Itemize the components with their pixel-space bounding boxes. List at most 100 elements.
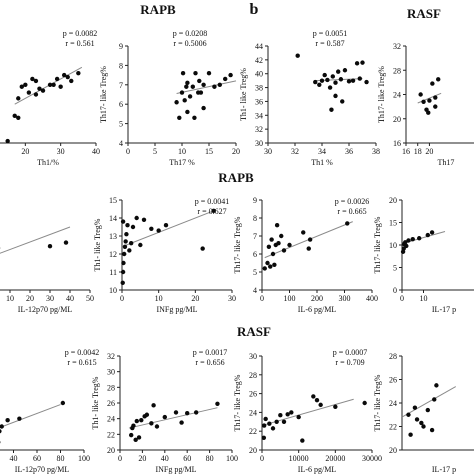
data-point [23,82,28,88]
data-point [261,435,267,440]
data-point [134,418,139,424]
data-point [19,84,24,89]
data-point [179,420,184,425]
y-tick-label: 44 [255,42,263,51]
x-tick-label: 100 [226,454,238,463]
data-point [296,414,301,420]
data-point [149,226,154,231]
stat-label: r = 0.627 [197,207,226,216]
trend-line [0,226,71,254]
stat-label: r = 0.709 [335,358,364,367]
data-point [156,228,161,233]
data-point [69,78,74,84]
x-axis-label: Th1/% [37,158,59,167]
y-tick-label: 42 [255,56,263,65]
x-tick-label: 20 [26,294,34,303]
y-tick-label: 20 [389,446,397,455]
data-point [120,269,126,275]
data-point [120,219,126,224]
data-point [281,248,287,253]
x-tick-label: 10000 [289,454,309,463]
stat-label: p = 0.0007 [333,348,368,357]
data-point [16,96,21,101]
data-point [263,416,268,422]
data-point [274,419,279,424]
x-tick-label: 300 [339,294,351,303]
data-point [33,78,39,84]
data-point [427,98,432,103]
data-point [403,240,408,245]
data-point [58,84,63,89]
data-point [206,70,212,76]
y-tick-label: 5 [119,120,123,129]
data-point [412,405,418,410]
data-point [177,115,182,120]
data-point [63,240,69,245]
data-point [314,397,320,403]
x-tick-label: 30 [46,294,54,303]
x-tick-label: 20 [232,147,240,156]
data-point [217,82,222,88]
y-tick-label: 6 [253,250,257,259]
trend-line [121,210,214,248]
data-point [162,414,167,420]
section-label-top: RAPB [140,2,176,17]
x-tick-label: 18 [414,147,422,156]
data-point [287,242,292,248]
data-point [26,90,32,95]
y-axis-label: Th1- like Treg% [91,376,100,429]
y-tick-label: 28 [389,352,397,361]
data-point [121,260,126,266]
data-point [278,413,283,418]
data-point [138,242,143,248]
data-point [37,86,42,91]
data-point [333,93,338,99]
data-point [330,74,335,79]
y-tick-label: 10 [389,241,397,250]
y-tick-label: 13 [109,232,117,241]
data-point [285,412,290,417]
data-point [336,69,341,74]
data-point [346,79,352,84]
data-point [425,407,430,413]
stat-label: r = 0.5006 [173,39,206,48]
data-point [54,76,60,82]
data-point [120,280,125,285]
data-point [429,230,435,235]
x-axis-label: IL-12p70 pg/ML [18,305,73,314]
data-point [354,61,360,66]
y-tick-label: 28 [107,383,115,392]
data-point [262,266,267,271]
data-point [30,76,35,82]
data-point [125,223,130,228]
data-point [418,92,423,97]
data-point [357,76,362,81]
section-label-top-right: RASF [407,6,441,21]
data-point [47,244,53,249]
data-point [40,88,46,93]
data-point [122,244,128,249]
data-point [223,76,228,82]
y-tick-label: 12 [109,250,117,259]
x-tick-label: 30 [264,147,272,156]
y-tick-label: 4 [119,139,123,148]
data-point [267,421,272,426]
data-point [295,53,300,58]
x-tick-label: 40 [161,454,169,463]
y-tick-label: 9 [253,196,257,205]
data-point [228,72,233,78]
data-point [60,400,66,406]
data-point [200,246,205,251]
data-point [333,80,338,85]
y-tick-label: 8 [253,214,257,223]
y-tick-label: 34 [255,111,263,120]
data-point [193,70,198,76]
y-tick-label: 10 [109,286,117,295]
x-tick-label: 0 [126,147,130,156]
x-tick-label: 30 [57,147,65,156]
data-point [184,84,189,89]
data-point [311,394,316,399]
stat-label: p = 0.0041 [195,197,230,206]
scatter-panel-5: 10 20 30 40 50 IL-12p70 pg/ML [0,226,94,314]
